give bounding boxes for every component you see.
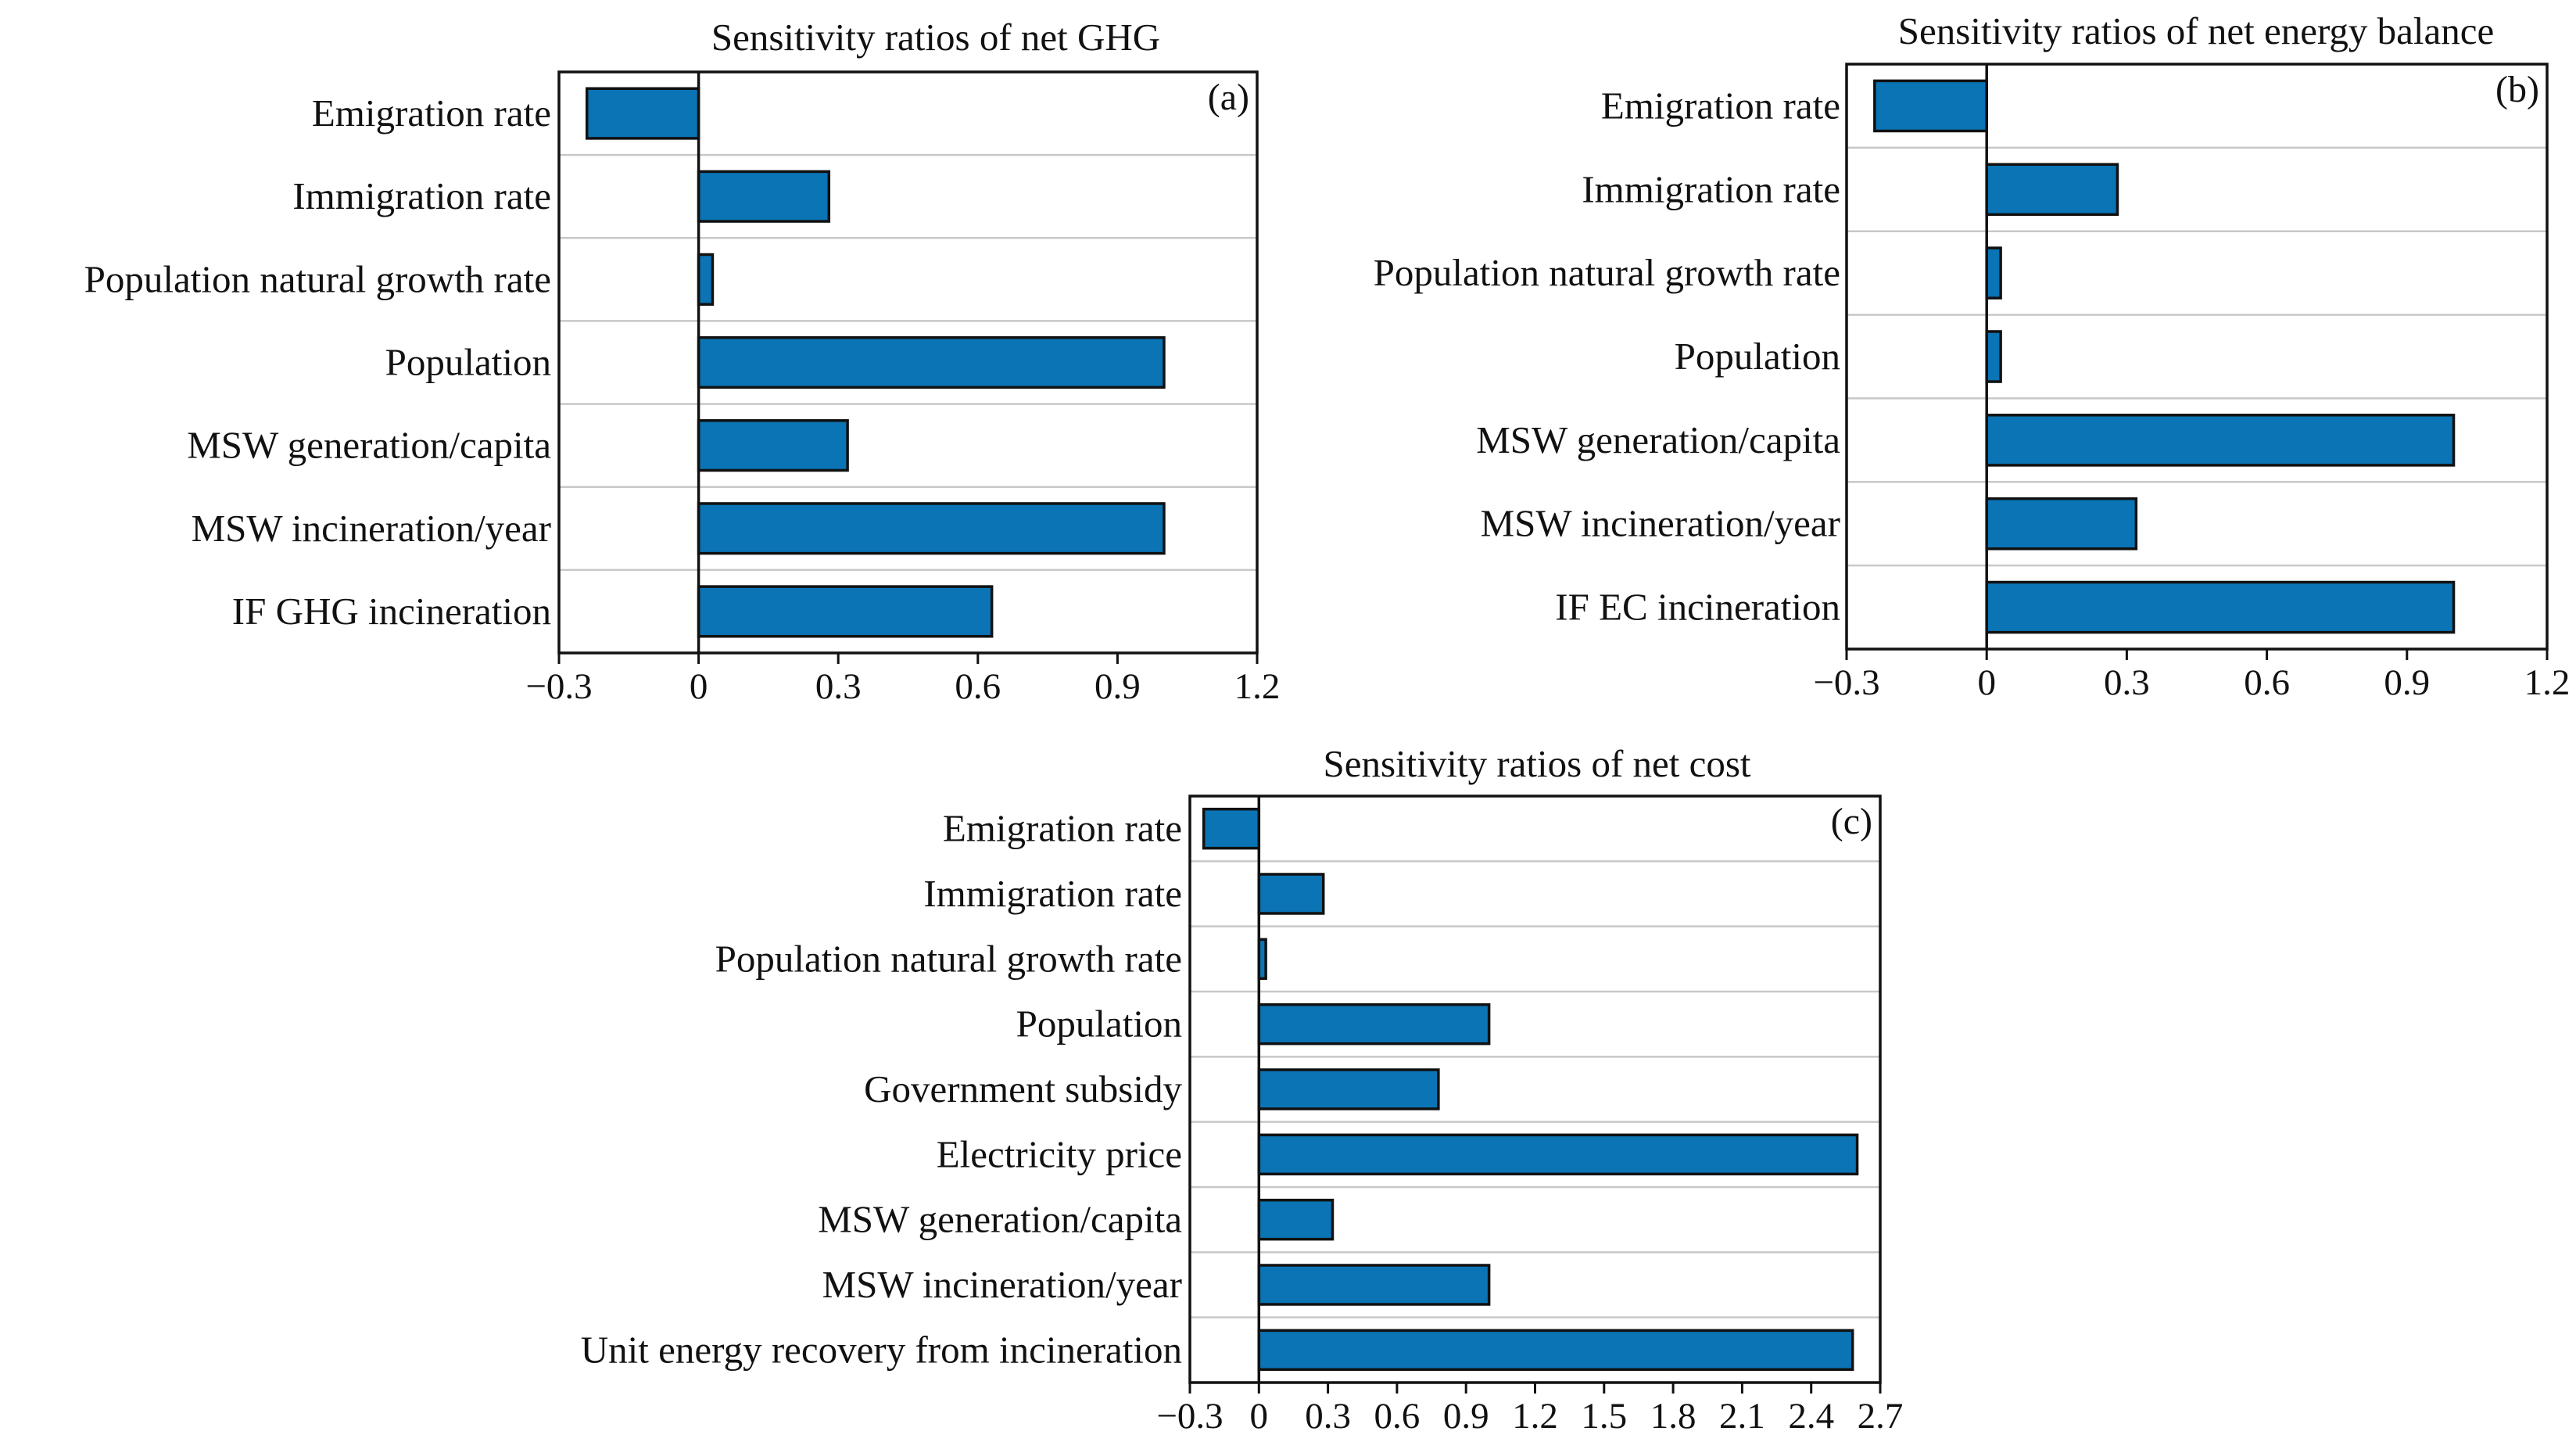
category-label: Population natural growth rate xyxy=(1374,251,1840,294)
x-tick-label: 0 xyxy=(690,666,708,707)
panel-label: (a) xyxy=(1208,77,1249,118)
category-label: IF GHG incineration xyxy=(232,590,551,633)
category-label: MSW generation/capita xyxy=(818,1198,1182,1241)
category-label: MSW incineration/year xyxy=(822,1263,1182,1306)
x-tick-label: 0 xyxy=(1977,662,1996,703)
x-tick-label: 2.4 xyxy=(1788,1396,1834,1437)
bar xyxy=(697,253,715,306)
bar xyxy=(1985,580,2456,634)
category-label: Immigration rate xyxy=(1582,167,1840,210)
x-tick-label: 0.3 xyxy=(2104,662,2150,703)
x-tick-label: 0.6 xyxy=(955,666,1001,707)
plot-frame xyxy=(557,70,1259,655)
bar xyxy=(697,585,994,638)
bar xyxy=(1257,1003,1491,1046)
plot-frame xyxy=(1845,63,2549,651)
bar xyxy=(1257,1198,1335,1241)
category-label: Government subsidy xyxy=(864,1067,1182,1110)
panel-a-net-ghg: Sensitivity ratios of net GHG Emigration… xyxy=(84,16,1281,707)
x-tick-label: −0.3 xyxy=(1813,662,1879,703)
bar xyxy=(1985,246,2002,300)
x-tick-label: 1.8 xyxy=(1650,1396,1696,1437)
category-label: Electricity price xyxy=(937,1132,1182,1175)
panel-a-title: Sensitivity ratios of net GHG xyxy=(711,16,1160,59)
bar xyxy=(697,170,831,223)
x-tick-label: 1.2 xyxy=(1234,666,1281,707)
panel-c-title: Sensitivity ratios of net cost xyxy=(1323,742,1750,785)
category-label: MSW generation/capita xyxy=(1476,418,1840,461)
panel-label: (c) xyxy=(1831,801,1872,842)
category-label: Population xyxy=(1016,1003,1182,1046)
x-tick-label: 0.9 xyxy=(1095,666,1141,707)
x-tick-label: 1.2 xyxy=(2524,662,2571,703)
x-tick-label: 1.5 xyxy=(1581,1396,1627,1437)
panel-b-title: Sensitivity ratios of net energy balance xyxy=(1898,9,2494,52)
bar xyxy=(1257,1133,1859,1176)
bar xyxy=(1985,330,2002,383)
bar xyxy=(697,419,849,472)
x-tick-label: 0.3 xyxy=(815,666,862,707)
x-tick-label: 0.3 xyxy=(1305,1396,1351,1437)
bar xyxy=(1257,1068,1440,1110)
category-label: Emigration rate xyxy=(943,807,1182,850)
bar xyxy=(697,502,1166,555)
category-label: Population natural growth rate xyxy=(715,937,1182,980)
category-label: Population xyxy=(385,341,551,384)
category-label: Immigration rate xyxy=(923,872,1182,915)
x-tick-label: 0 xyxy=(1250,1396,1269,1437)
category-label: Immigration rate xyxy=(292,174,551,217)
x-tick-label: 0.6 xyxy=(2244,662,2290,703)
bar xyxy=(1257,873,1325,915)
category-label: Emigration rate xyxy=(1601,84,1840,127)
category-label: Population natural growth rate xyxy=(84,257,551,300)
category-label: MSW incineration/year xyxy=(1481,502,1840,545)
panel-b-net-energy-balance: Sensitivity ratios of net energy balance… xyxy=(1374,9,2571,703)
bar xyxy=(1257,1264,1491,1306)
x-tick-label: 0.9 xyxy=(2384,662,2430,703)
category-label: Emigration rate xyxy=(312,91,551,135)
x-tick-label: 0.6 xyxy=(1374,1396,1421,1437)
category-label: IF EC incineration xyxy=(1555,586,1840,629)
bar xyxy=(1985,414,2456,467)
bar xyxy=(585,87,700,140)
bar xyxy=(1202,807,1261,850)
x-tick-label: 2.7 xyxy=(1858,1396,1904,1437)
bar xyxy=(1985,163,2119,217)
panel-label: (b) xyxy=(2495,69,2539,110)
bar xyxy=(697,335,1166,389)
category-label: Unit energy recovery from incineration xyxy=(581,1328,1182,1371)
category-label: Population xyxy=(1675,335,1840,378)
x-tick-label: 1.2 xyxy=(1512,1396,1558,1437)
bar xyxy=(1985,497,2138,551)
bar xyxy=(1257,1329,1854,1372)
bar xyxy=(1873,79,1988,133)
x-tick-label: −0.3 xyxy=(1156,1396,1223,1437)
category-label: MSW incineration/year xyxy=(192,507,551,550)
category-label: MSW generation/capita xyxy=(187,424,551,467)
x-tick-label: −0.3 xyxy=(525,666,592,707)
x-tick-label: 0.9 xyxy=(1443,1396,1489,1437)
panel-c-net-cost: Sensitivity ratios of net cost Emigratio… xyxy=(581,742,1904,1437)
x-tick-label: 2.1 xyxy=(1719,1396,1765,1437)
